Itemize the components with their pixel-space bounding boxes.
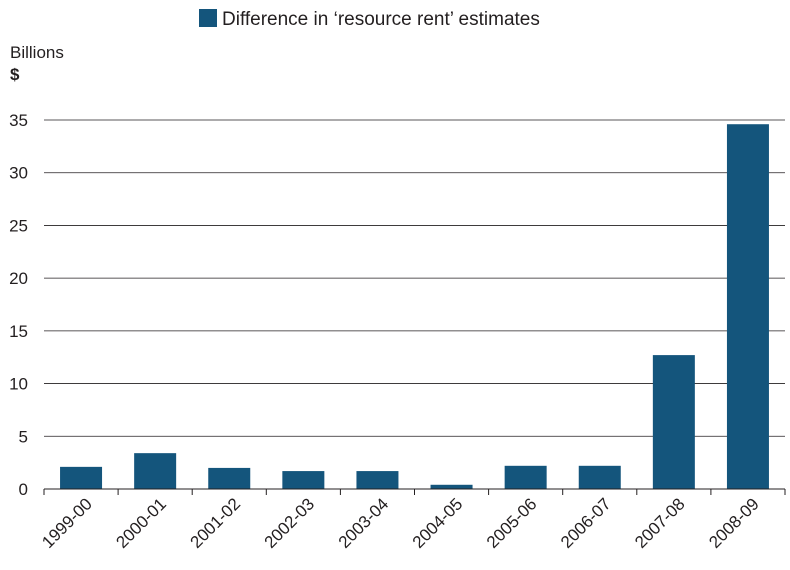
bar-2002-03	[282, 471, 325, 489]
bar-2001-02	[208, 467, 251, 489]
x-axis: 1999-00 2000-01 2001-02 2002-03 2003-04 2004-…	[38, 488, 786, 552]
bar-2000-01	[134, 453, 177, 489]
x-tick-label: 2001-02	[187, 494, 245, 552]
y-tick-label: 20	[9, 269, 28, 288]
x-tick-label: 2007-08	[631, 494, 689, 552]
y-tick-label: 10	[9, 375, 28, 394]
x-tick-label: 2000-01	[112, 494, 170, 552]
y-unit-label: Billions	[10, 43, 64, 62]
bar-2008-09	[726, 124, 769, 490]
gridlines	[44, 119, 785, 437]
y-axis-ticks: 0 5 10 15 20 25 30 35	[9, 111, 28, 499]
legend: Difference in ‘resource rent’ estimates	[199, 9, 540, 30]
bars	[60, 124, 769, 490]
y-unit-symbol: $	[10, 65, 20, 84]
x-tick-label: 2006-07	[557, 494, 615, 552]
x-tick-label: 2002-03	[261, 494, 319, 552]
bar-2003-04	[356, 471, 399, 489]
legend-label: Difference in ‘resource rent’ estimates	[222, 9, 540, 30]
y-tick-label: 0	[19, 480, 28, 499]
y-tick-label: 30	[9, 164, 28, 183]
bar-2006-07	[578, 465, 621, 489]
bar-2005-06	[504, 465, 547, 489]
bar-2004-05	[430, 484, 473, 489]
legend-swatch	[199, 9, 217, 27]
bar-2007-08	[652, 355, 695, 489]
y-tick-label: 35	[9, 111, 28, 130]
x-tick-label: 2004-05	[409, 494, 467, 552]
x-tick-label: 2008-09	[705, 494, 763, 552]
y-tick-label: 15	[9, 322, 28, 341]
x-tick-label: 1999-00	[38, 494, 96, 552]
y-tick-label: 25	[9, 216, 28, 235]
y-tick-label: 5	[19, 427, 28, 446]
bar-1999-00	[60, 466, 103, 489]
x-tick-label: 2005-06	[483, 494, 541, 552]
x-tick-label: 2003-04	[335, 494, 393, 552]
